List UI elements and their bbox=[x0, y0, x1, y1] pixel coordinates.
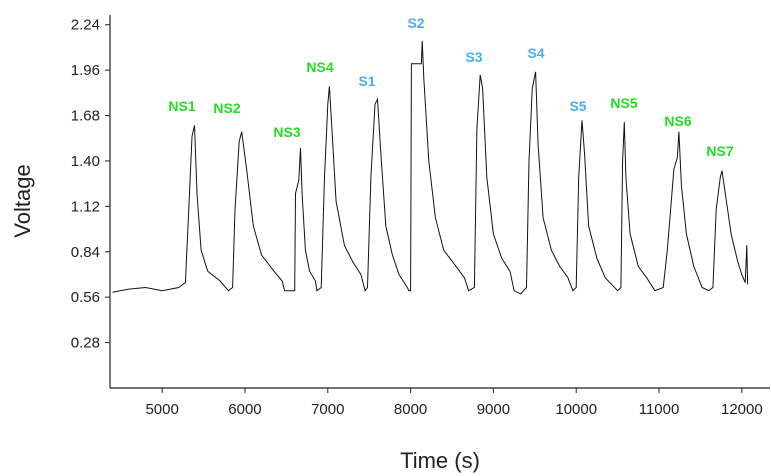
y-tick-label: 1.40 bbox=[71, 153, 100, 170]
peak-label: NS5 bbox=[610, 95, 637, 111]
peak-label: NS7 bbox=[706, 143, 733, 159]
y-axis-label: Voltage bbox=[10, 164, 35, 237]
y-tick-label: 1.12 bbox=[71, 198, 100, 215]
peak-label: S3 bbox=[465, 49, 482, 65]
y-tick-label: 0.56 bbox=[71, 289, 100, 306]
peak-label: NS2 bbox=[213, 100, 240, 116]
peak-label: S4 bbox=[527, 45, 544, 61]
x-tick-label: 9000 bbox=[477, 401, 510, 418]
x-tick-label: 6000 bbox=[228, 401, 261, 418]
x-tick-label: 12000 bbox=[721, 401, 763, 418]
y-tick-label: 0.84 bbox=[71, 244, 100, 261]
x-tick-label: 8000 bbox=[394, 401, 427, 418]
y-tick-label: 0.28 bbox=[71, 335, 100, 352]
peak-label: S2 bbox=[407, 15, 424, 31]
y-tick-label: 1.96 bbox=[71, 62, 100, 79]
peak-label: S5 bbox=[569, 98, 586, 114]
x-tick-label: 5000 bbox=[145, 401, 178, 418]
peak-label: NS1 bbox=[168, 98, 195, 114]
y-tick-label: 1.68 bbox=[71, 108, 100, 125]
x-tick-label: 10000 bbox=[555, 401, 597, 418]
peak-label: S1 bbox=[358, 73, 375, 89]
x-tick-label: 7000 bbox=[311, 401, 344, 418]
peak-label: NS4 bbox=[306, 59, 333, 75]
peak-label: NS6 bbox=[664, 113, 691, 129]
peak-label: NS3 bbox=[273, 124, 300, 140]
x-axis-label: Time (s) bbox=[400, 448, 480, 473]
x-tick-label: 11000 bbox=[639, 401, 680, 418]
y-tick-label: 2.24 bbox=[71, 17, 100, 34]
voltage-line bbox=[112, 40, 749, 295]
